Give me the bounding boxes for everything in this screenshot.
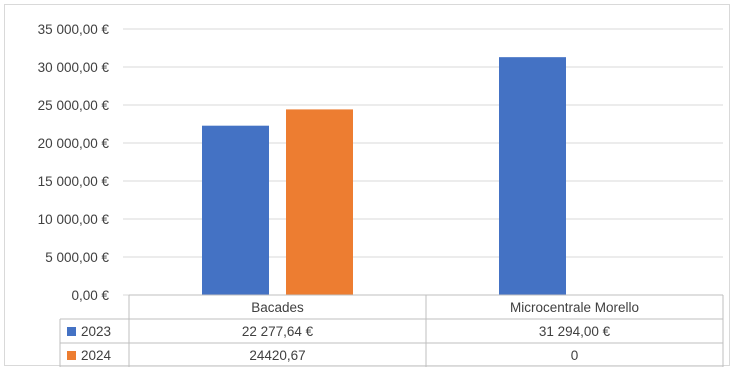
- y-axis-tick-labels: 0,00 € 5 000,00 € 10 000,00 € 15 000,00 € 20…: [38, 22, 110, 303]
- legend-swatch: [67, 351, 76, 360]
- y-tick-label: 20 000,00 €: [38, 136, 110, 151]
- y-tick-label: 0,00 €: [71, 288, 109, 303]
- y-tick-label: 25 000,00 €: [38, 98, 110, 113]
- bar-chart: 0,00 € 5 000,00 € 10 000,00 € 15 000,00 € 20…: [5, 5, 731, 367]
- data-label: 24420,67: [249, 348, 305, 363]
- y-tick-label: 10 000,00 €: [38, 212, 110, 227]
- category-label: Microcentrale Morello: [510, 300, 639, 315]
- bar-2023-bacades: [202, 126, 269, 295]
- category-label: Bacades: [251, 300, 304, 315]
- chart-frame: 0,00 € 5 000,00 € 10 000,00 € 15 000,00 € 20…: [4, 4, 730, 366]
- y-tick-label: 15 000,00 €: [38, 174, 110, 189]
- bars: [202, 57, 566, 295]
- data-label: 31 294,00 €: [539, 324, 611, 339]
- legend-series-name: 2023: [81, 324, 111, 339]
- y-tick-label: 35 000,00 €: [38, 22, 110, 37]
- y-tick-label: 30 000,00 €: [38, 60, 110, 75]
- bar-2024-bacades: [286, 109, 353, 295]
- legend-series-name: 2024: [81, 348, 112, 363]
- data-label: 22 277,64 €: [242, 324, 314, 339]
- data-label: 0: [571, 348, 579, 363]
- bar-2023-microcentrale-morello: [499, 57, 566, 295]
- legend-swatch: [67, 327, 76, 336]
- y-tick-label: 5 000,00 €: [45, 250, 109, 265]
- data-table: Bacades Microcentrale Morello 2023 22 277,6…: [60, 295, 723, 367]
